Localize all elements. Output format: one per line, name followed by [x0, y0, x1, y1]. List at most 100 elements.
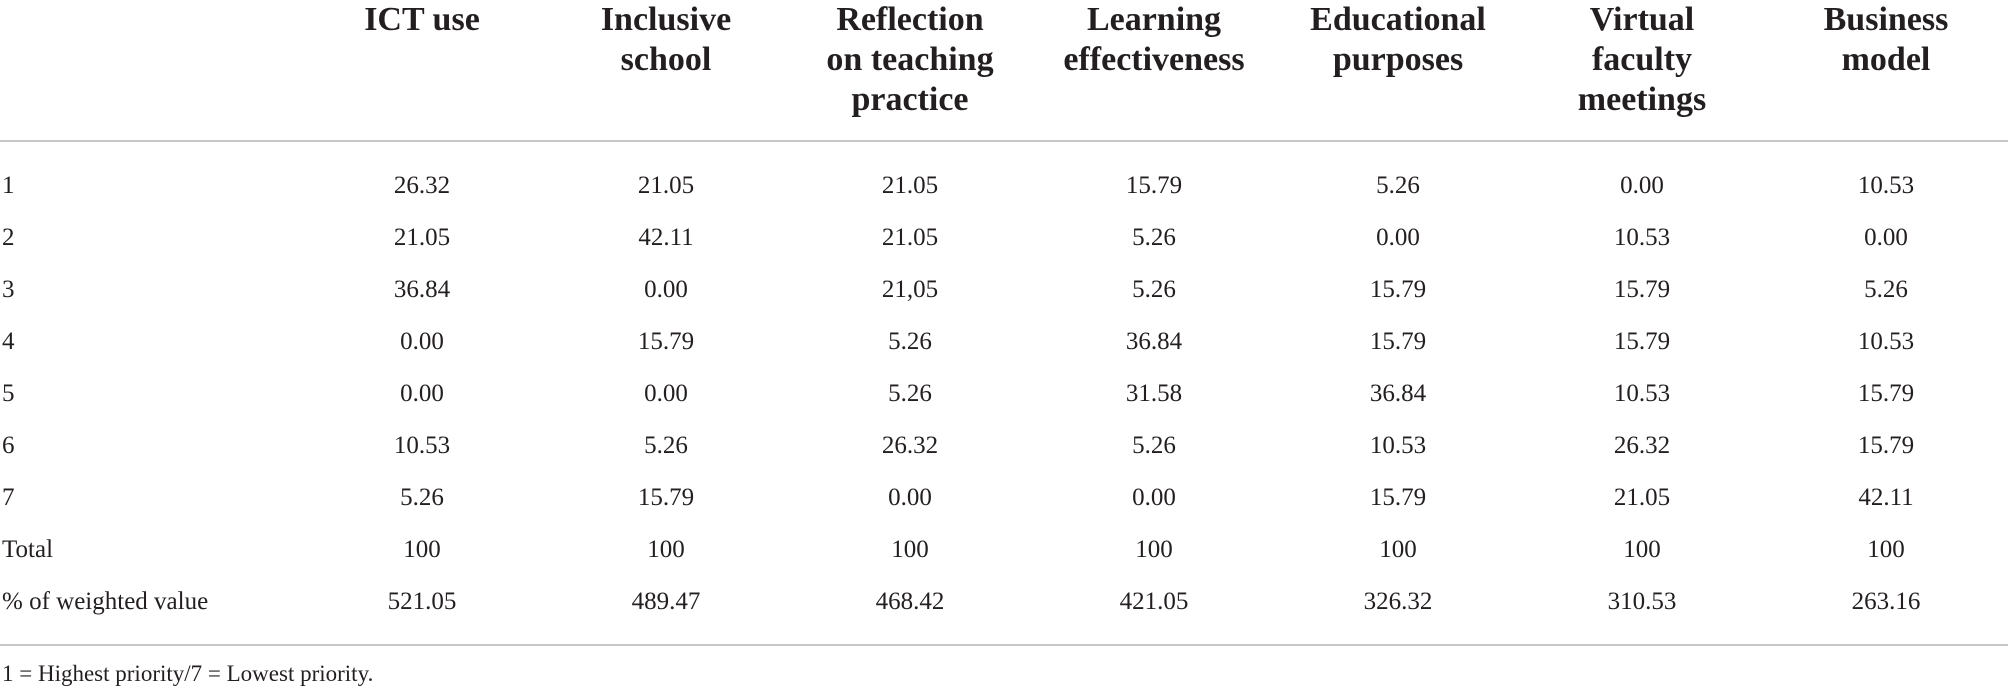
table-row: 2 21.05 42.11 21.05 5.26 0.00 10.53 0.00 — [0, 212, 2008, 264]
table-cell: 100 — [1379, 536, 1417, 563]
table-cell: 15.79 — [637, 328, 695, 355]
table-cell: 100 — [1623, 536, 1661, 563]
table-cell: 42.11 — [1858, 484, 1914, 511]
row-label: 2 — [2, 224, 15, 251]
table-cell: 326.32 — [1276, 576, 1520, 646]
table-cell: 0.00 — [400, 328, 444, 355]
row-label: 3 — [2, 276, 15, 303]
column-header-line: faculty — [1591, 41, 1693, 78]
column-header: Inclusive school — [544, 0, 788, 142]
column-header: ICT use — [300, 0, 544, 142]
table-cell: 0.00 — [888, 484, 932, 511]
table-cell: 521.05 — [300, 576, 544, 646]
row-label: % of weighted value — [0, 576, 300, 646]
table-cell: 0.00 — [1376, 224, 1420, 251]
column-header: Reflection on teaching practice — [788, 0, 1032, 142]
row-label: 4 — [2, 328, 15, 355]
table-cell: 36.84 — [393, 276, 451, 303]
table-row: 5 0.00 0.00 5.26 31.58 36.84 10.53 15.79 — [0, 368, 2008, 420]
column-header-line: model — [1841, 41, 1931, 78]
column-header: Educational purposes — [1276, 0, 1520, 142]
table-cell: 5.26 — [888, 380, 932, 407]
table-cell: 15.79 — [1857, 380, 1915, 407]
table-cell: 31.58 — [1125, 380, 1183, 407]
table-cell: 0.00 — [400, 380, 444, 407]
column-header-line: school — [620, 41, 712, 78]
table-cell: 468.42 — [788, 576, 1032, 646]
table-cell: 26.32 — [393, 172, 451, 199]
table-cell: 100 — [891, 536, 929, 563]
table-row: % of weighted value 521.05 489.47 468.42 421… — [0, 576, 2008, 646]
table-cell: 100 — [1867, 536, 1905, 563]
table-row: 1 26.32 21.05 21.05 15.79 5.26 0.00 10.53 — [0, 141, 2008, 212]
table-cell: 100 — [647, 536, 685, 563]
table-cell: 263.16 — [1764, 576, 2008, 646]
table-cell: 15.79 — [1369, 328, 1427, 355]
table-row: Total 100 100 100 100 100 100 100 — [0, 524, 2008, 576]
table-cell: 100 — [403, 536, 441, 563]
table-cell: 36.84 — [1369, 380, 1427, 407]
table-cell: 21.05 — [1613, 484, 1671, 511]
table-cell: 10.53 — [1857, 328, 1915, 355]
column-header: Virtual faculty meetings — [1520, 0, 1764, 142]
row-label: 1 — [2, 172, 15, 199]
table-cell: 21.05 — [637, 172, 695, 199]
table-row: 4 0.00 15.79 5.26 36.84 15.79 15.79 10.53 — [0, 316, 2008, 368]
table-cell: 5.26 — [400, 484, 444, 511]
table-cell: 5.26 — [1132, 276, 1176, 303]
table-cell: 15.79 — [1613, 328, 1671, 355]
table-row: 6 10.53 5.26 26.32 5.26 10.53 26.32 15.79 — [0, 420, 2008, 472]
column-header: Learning effectiveness — [1032, 0, 1276, 142]
column-header-line: on teaching — [826, 41, 994, 78]
row-label: 7 — [2, 484, 15, 511]
table-cell: 15.79 — [1125, 172, 1183, 199]
table-cell: 5.26 — [1376, 172, 1420, 199]
table-cell: 15.79 — [1369, 276, 1427, 303]
table-cell: 0.00 — [1132, 484, 1176, 511]
table-cell: 489.47 — [544, 576, 788, 646]
table-cell: 26.32 — [881, 432, 939, 459]
row-label: Total — [2, 536, 54, 563]
table-cell: 36.84 — [1125, 328, 1183, 355]
table-cell: 421.05 — [1032, 576, 1276, 646]
table-cell: 0.00 — [1620, 172, 1664, 199]
table-cell: 0.00 — [644, 276, 688, 303]
table-cell: 5.26 — [888, 328, 932, 355]
column-header-line: Learning — [1086, 1, 1222, 38]
table-cell: 10.53 — [1613, 380, 1671, 407]
column-header-line: meetings — [1577, 81, 1707, 118]
table-cell: 10.53 — [1613, 224, 1671, 251]
table-cell: 310.53 — [1520, 576, 1764, 646]
priority-table: ICT use Inclusive school Reflection on teach… — [0, 0, 2008, 646]
table-cell: 15.79 — [1857, 432, 1915, 459]
table-cell: 10.53 — [1369, 432, 1427, 459]
column-header-line: Business — [1823, 1, 1949, 38]
table-cell: 15.79 — [1369, 484, 1427, 511]
table-cell: 26.32 — [1613, 432, 1671, 459]
table-cell: 21.05 — [881, 172, 939, 199]
row-label: 5 — [2, 380, 15, 407]
table-cell: 5.26 — [644, 432, 688, 459]
table-cell: 0.00 — [644, 380, 688, 407]
column-header-line: practice — [851, 81, 969, 118]
table-cell: 5.26 — [1132, 224, 1176, 251]
table-footnote: 1 = Highest priority/7 = Lowest priority… — [2, 661, 374, 686]
table-cell: 21,05 — [881, 276, 939, 303]
table-row: 3 36.84 0.00 21,05 5.26 15.79 15.79 5.26 — [0, 264, 2008, 316]
table-body: 1 26.32 21.05 21.05 15.79 5.26 0.00 10.53 2 21.05… — [0, 141, 2008, 646]
header-row: ICT use Inclusive school Reflection on teach… — [0, 0, 2008, 142]
column-header-line: ICT use — [364, 1, 480, 38]
table-cell: 42.11 — [638, 224, 694, 251]
table-cell: 15.79 — [637, 484, 695, 511]
table-cell: 21.05 — [393, 224, 451, 251]
table-cell: 5.26 — [1132, 432, 1176, 459]
table-cell: 21.05 — [881, 224, 939, 251]
table-cell: 15.79 — [1613, 276, 1671, 303]
column-header-line: Reflection — [836, 1, 984, 38]
table-cell: 0.00 — [1864, 224, 1908, 251]
table-cell: 5.26 — [1864, 276, 1908, 303]
column-header-line: purposes — [1332, 41, 1464, 78]
column-header-line: Educational — [1310, 1, 1486, 38]
row-label: 6 — [2, 432, 15, 459]
table-cell: 10.53 — [1857, 172, 1915, 199]
